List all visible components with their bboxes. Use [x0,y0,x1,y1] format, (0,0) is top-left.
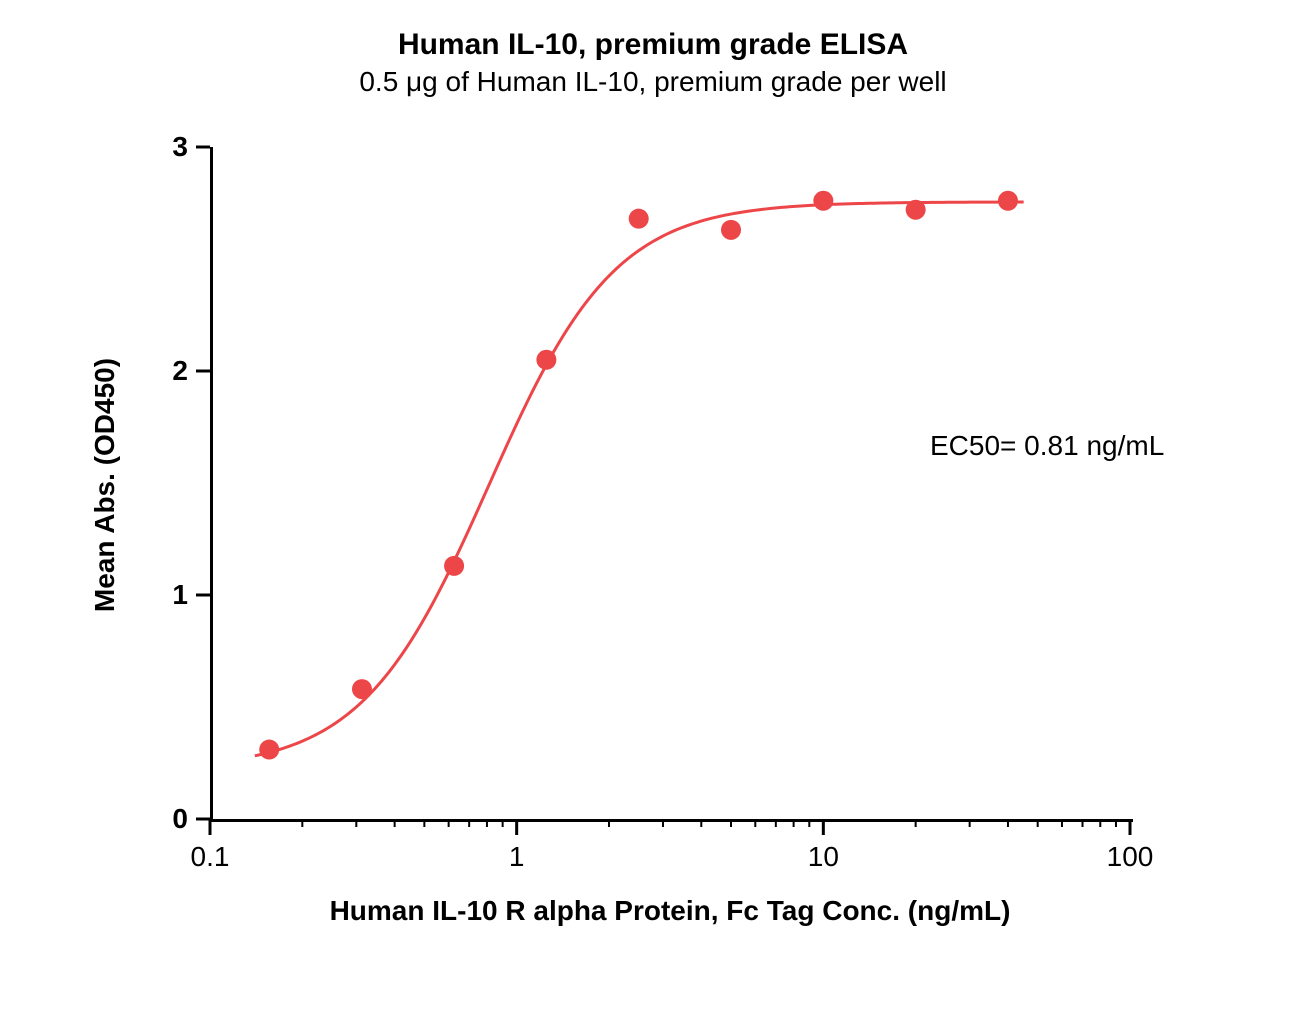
y-tick-label: 2 [138,355,188,387]
plot-area [210,147,1133,822]
x-tick-label: 0.1 [170,841,250,873]
y-tick-label: 3 [138,131,188,163]
chart-title: Human IL-10, premium grade ELISA [0,28,1306,62]
ec50-annotation: EC50= 0.81 ng/mL [930,430,1164,462]
x-tick-label: 10 [783,841,863,873]
y-tick-label: 0 [138,803,188,835]
chart-container: { "canvas": { "width": 1306, "height": 1… [0,0,1306,1032]
x-tick-label: 1 [477,841,557,873]
y-tick-label: 1 [138,579,188,611]
x-tick-label: 100 [1090,841,1170,873]
chart-titles: Human IL-10, premium grade ELISA 0.5 μg … [0,28,1306,98]
chart-subtitle: 0.5 μg of Human IL-10, premium grade per… [0,66,1306,98]
y-axis-label: Mean Abs. (OD450) [89,355,121,615]
x-axis-label: Human IL-10 R alpha Protein, Fc Tag Conc… [210,895,1130,927]
